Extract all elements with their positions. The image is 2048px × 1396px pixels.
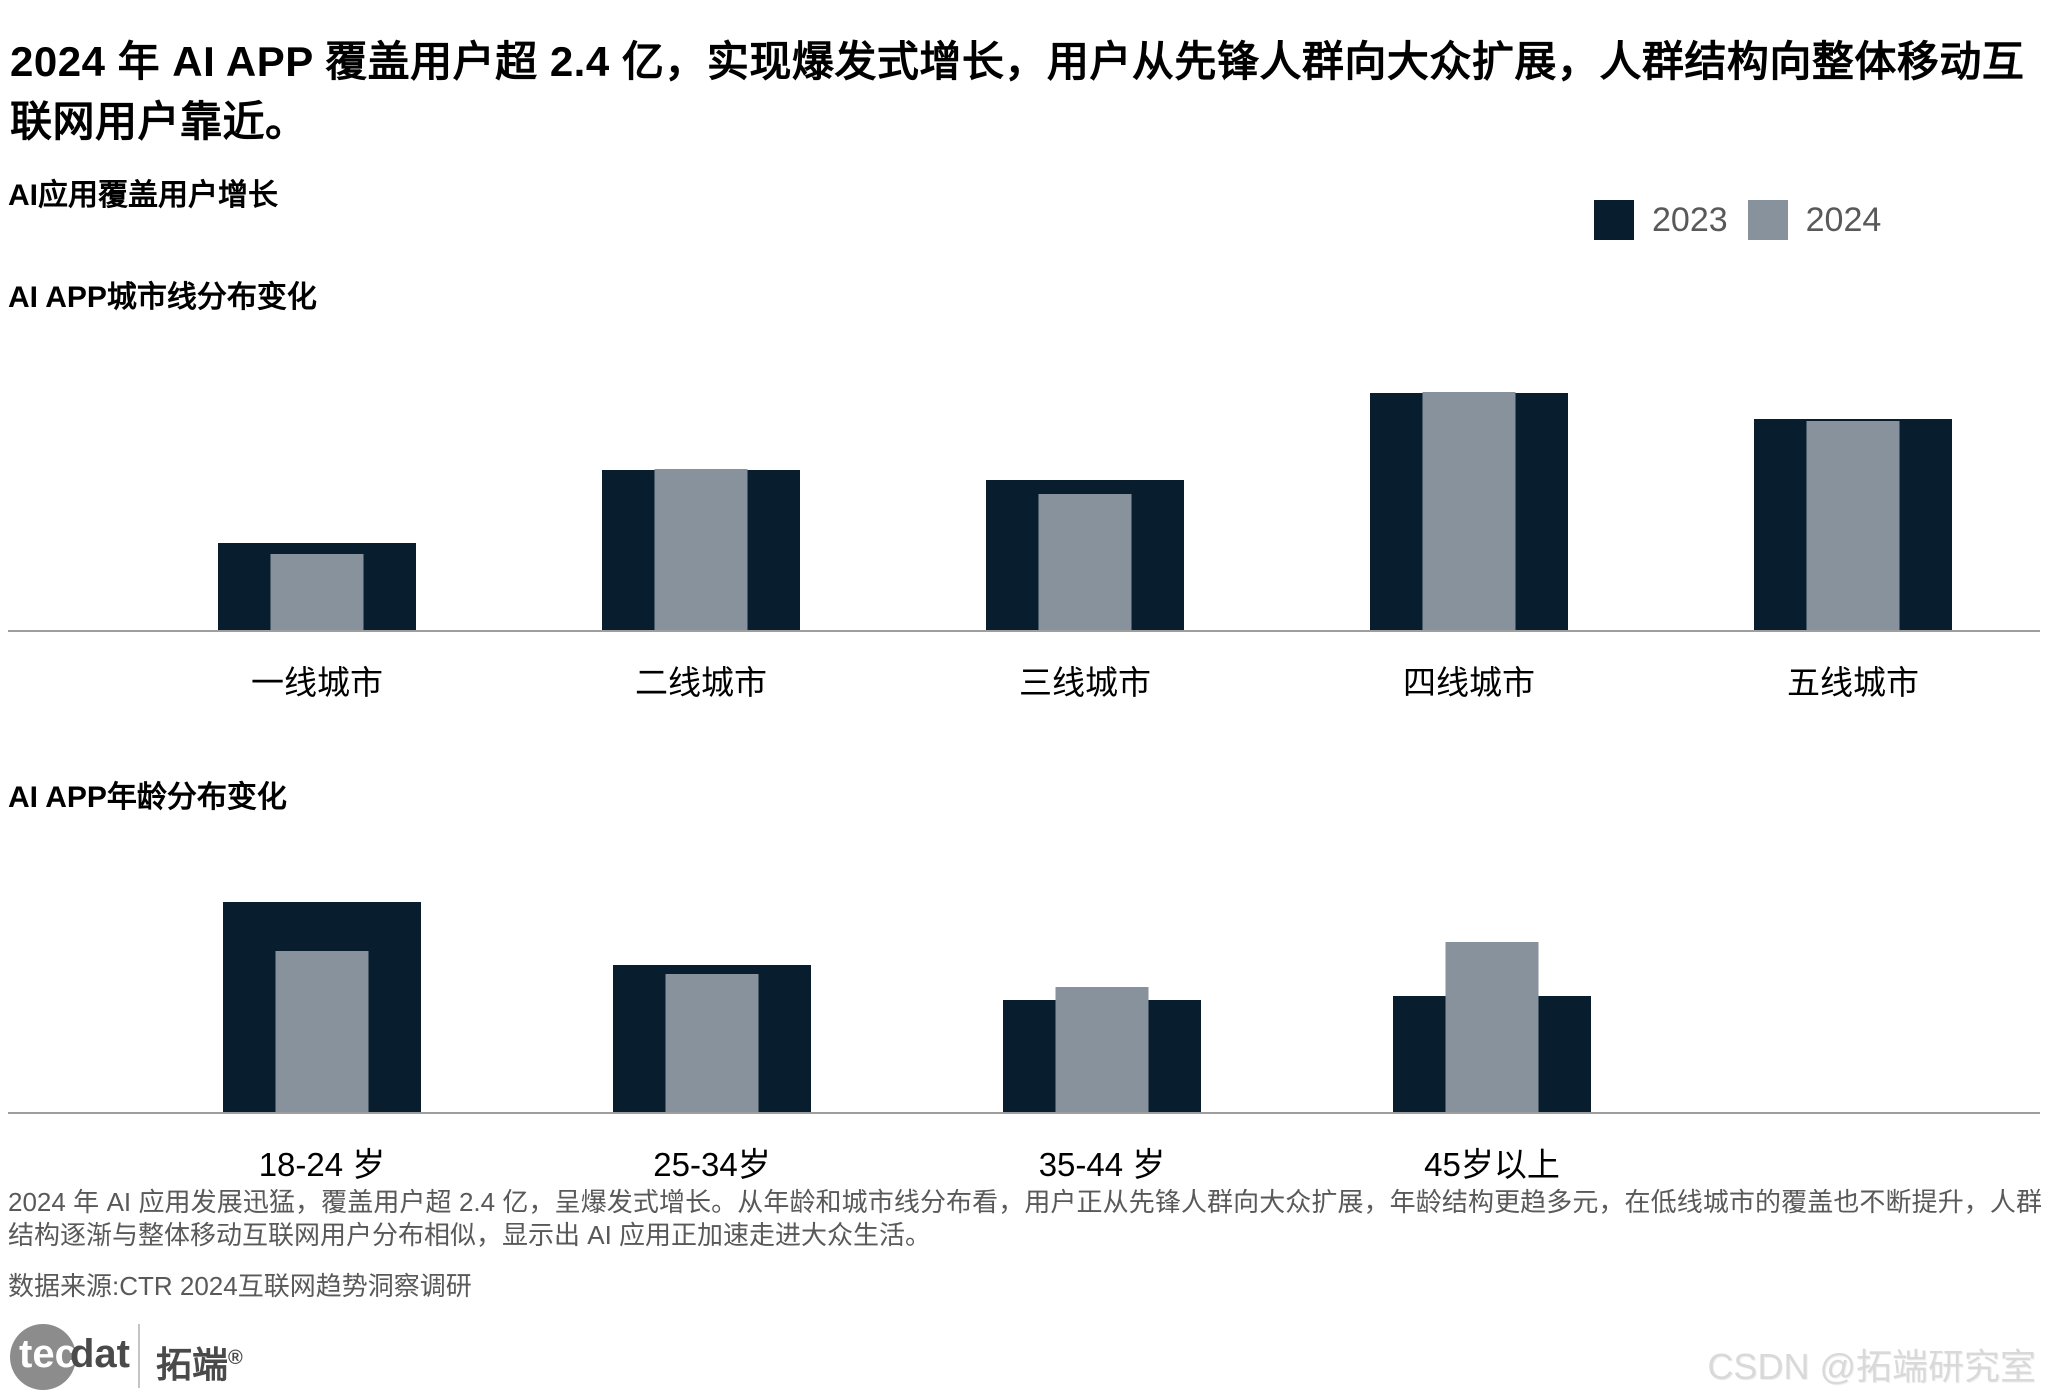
section-title-user-growth: AI应用覆盖用户增长 [8,179,278,212]
category-label: 一线城市 [251,664,383,701]
legend-swatch-2024 [1747,200,1788,240]
category-label: 二线城市 [635,664,767,701]
data-source-note: 数据来源:CTR 2024互联网趋势洞察调研 [8,1271,472,1301]
legend-label-2024: 2024 [1805,200,1882,239]
bar-group: 18-24 岁 [127,880,517,1183]
bar-group: 五线城市 [1661,378,2045,701]
category-label: 18-24 岁 [258,1146,386,1183]
category-label: 三线城市 [1019,664,1151,701]
bar-2024 [1038,494,1132,630]
logo-text-tec: tec [19,1332,77,1376]
category-label: 四线城市 [1403,664,1535,701]
tecdat-logo-circle-icon [10,1324,76,1390]
logo-divider [138,1324,140,1388]
bar-2024 [1806,420,1900,630]
registered-mark: ® [228,1347,243,1369]
category-label: 35-44 岁 [1038,1146,1166,1183]
bar-2024 [665,973,759,1112]
csdn-watermark: CSDN @拓端研究室 [1707,1346,2036,1387]
age-bar-chart: 18-24 岁 25-34岁 35-44 岁 45岁以上 [127,880,1687,1183]
chart-legend: 2023 2024 [1594,200,1881,240]
bar-2024 [270,554,364,630]
bar-2024 [1445,942,1539,1112]
chart-title-city-tier: AI APP城市线分布变化 [8,281,317,314]
bar-group: 三线城市 [893,378,1277,701]
bar-group: 二线城市 [509,378,893,701]
bar-2024 [1422,391,1516,630]
legend-label-2023: 2023 [1652,200,1728,239]
legend-item-2024: 2024 [1747,200,1882,240]
age-chart-x-axis-line [8,1112,2040,1114]
logo-cjk-name: 拓端 [156,1344,229,1385]
bar-group: 25-34岁 [517,880,907,1183]
bar-group: 45岁以上 [1297,880,1687,1183]
legend-item-2023: 2023 [1594,200,1728,240]
tecdat-logo: tec dat 拓端® [10,1320,310,1394]
logo-text-dat: dat [70,1332,130,1376]
bar-2024 [1055,987,1149,1112]
bar-group: 一线城市 [125,378,509,701]
category-label: 25-34岁 [653,1146,771,1183]
city-tier-bar-chart: 一线城市 二线城市 三线城市 四线城市 五线城市 [125,378,2045,701]
bar-group: 四线城市 [1277,378,1661,701]
legend-swatch-2023 [1594,200,1634,240]
bar-2024 [654,469,748,630]
bar-group: 35-44 岁 [907,880,1297,1183]
bar-2024 [275,951,369,1112]
page-title: 2024 年 AI APP 覆盖用户超 2.4 亿，实现爆发式增长，用户从先锋人… [10,38,2025,145]
category-label: 45岁以上 [1424,1146,1560,1183]
category-label: 五线城市 [1787,664,1919,701]
logo-text-cjk: 拓端® [156,1336,243,1388]
city-chart-x-axis-line [8,630,2040,632]
summary-paragraph: 2024 年 AI 应用发展迅猛，覆盖用户超 2.4 亿，呈爆发式增长。从年龄和… [8,1187,2042,1251]
chart-title-age: AI APP年龄分布变化 [8,781,287,814]
